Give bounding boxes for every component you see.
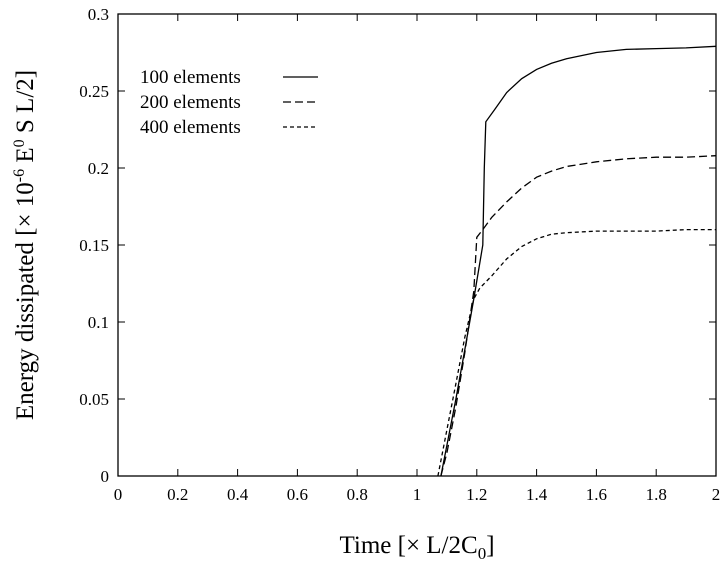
x-axis-ticks: 0 0.2 0.4 0.6 0.8 1 1.2 1.4 1.6 1.8 2 <box>114 14 721 504</box>
series-line-2 <box>440 155 717 477</box>
y-axis-ticks: 0 0.05 0.1 0.15 0.2 0.25 0.3 <box>79 5 716 486</box>
y-tick-label: 0 <box>101 467 110 486</box>
x-tick-label: 1.8 <box>646 485 667 504</box>
x-tick-label: 0.2 <box>167 485 188 504</box>
series-layer <box>437 45 717 477</box>
y-tick-label: 0.1 <box>88 313 109 332</box>
x-tick-label: 1.2 <box>466 485 487 504</box>
y-tick-label: 0.2 <box>88 159 109 178</box>
series-line-3 <box>437 228 716 477</box>
legend: 100 elements 200 elements 400 elements <box>140 67 318 138</box>
x-tick-label: 2 <box>712 485 721 504</box>
y-tick-label: 0.25 <box>79 82 109 101</box>
series-line-1 <box>440 45 717 477</box>
y-tick-label: 0.3 <box>88 5 109 24</box>
x-axis-label: Time [× L/2C0] <box>339 532 494 563</box>
x-tick-label: 1.4 <box>526 485 548 504</box>
legend-label: 100 elements <box>140 67 241 88</box>
y-axis-label: Energy dissipated [× 10-6 E0 S L/2] <box>11 70 39 420</box>
x-tick-label: 1 <box>413 485 422 504</box>
x-tick-label: 0 <box>114 485 123 504</box>
y-tick-label: 0.05 <box>79 390 109 409</box>
legend-label: 200 elements <box>140 92 241 113</box>
x-tick-label: 0.8 <box>347 485 368 504</box>
y-tick-label: 0.15 <box>79 236 109 255</box>
legend-label: 400 elements <box>140 117 241 138</box>
x-tick-label: 0.6 <box>287 485 308 504</box>
x-tick-label: 0.4 <box>227 485 249 504</box>
x-tick-label: 1.6 <box>586 485 607 504</box>
